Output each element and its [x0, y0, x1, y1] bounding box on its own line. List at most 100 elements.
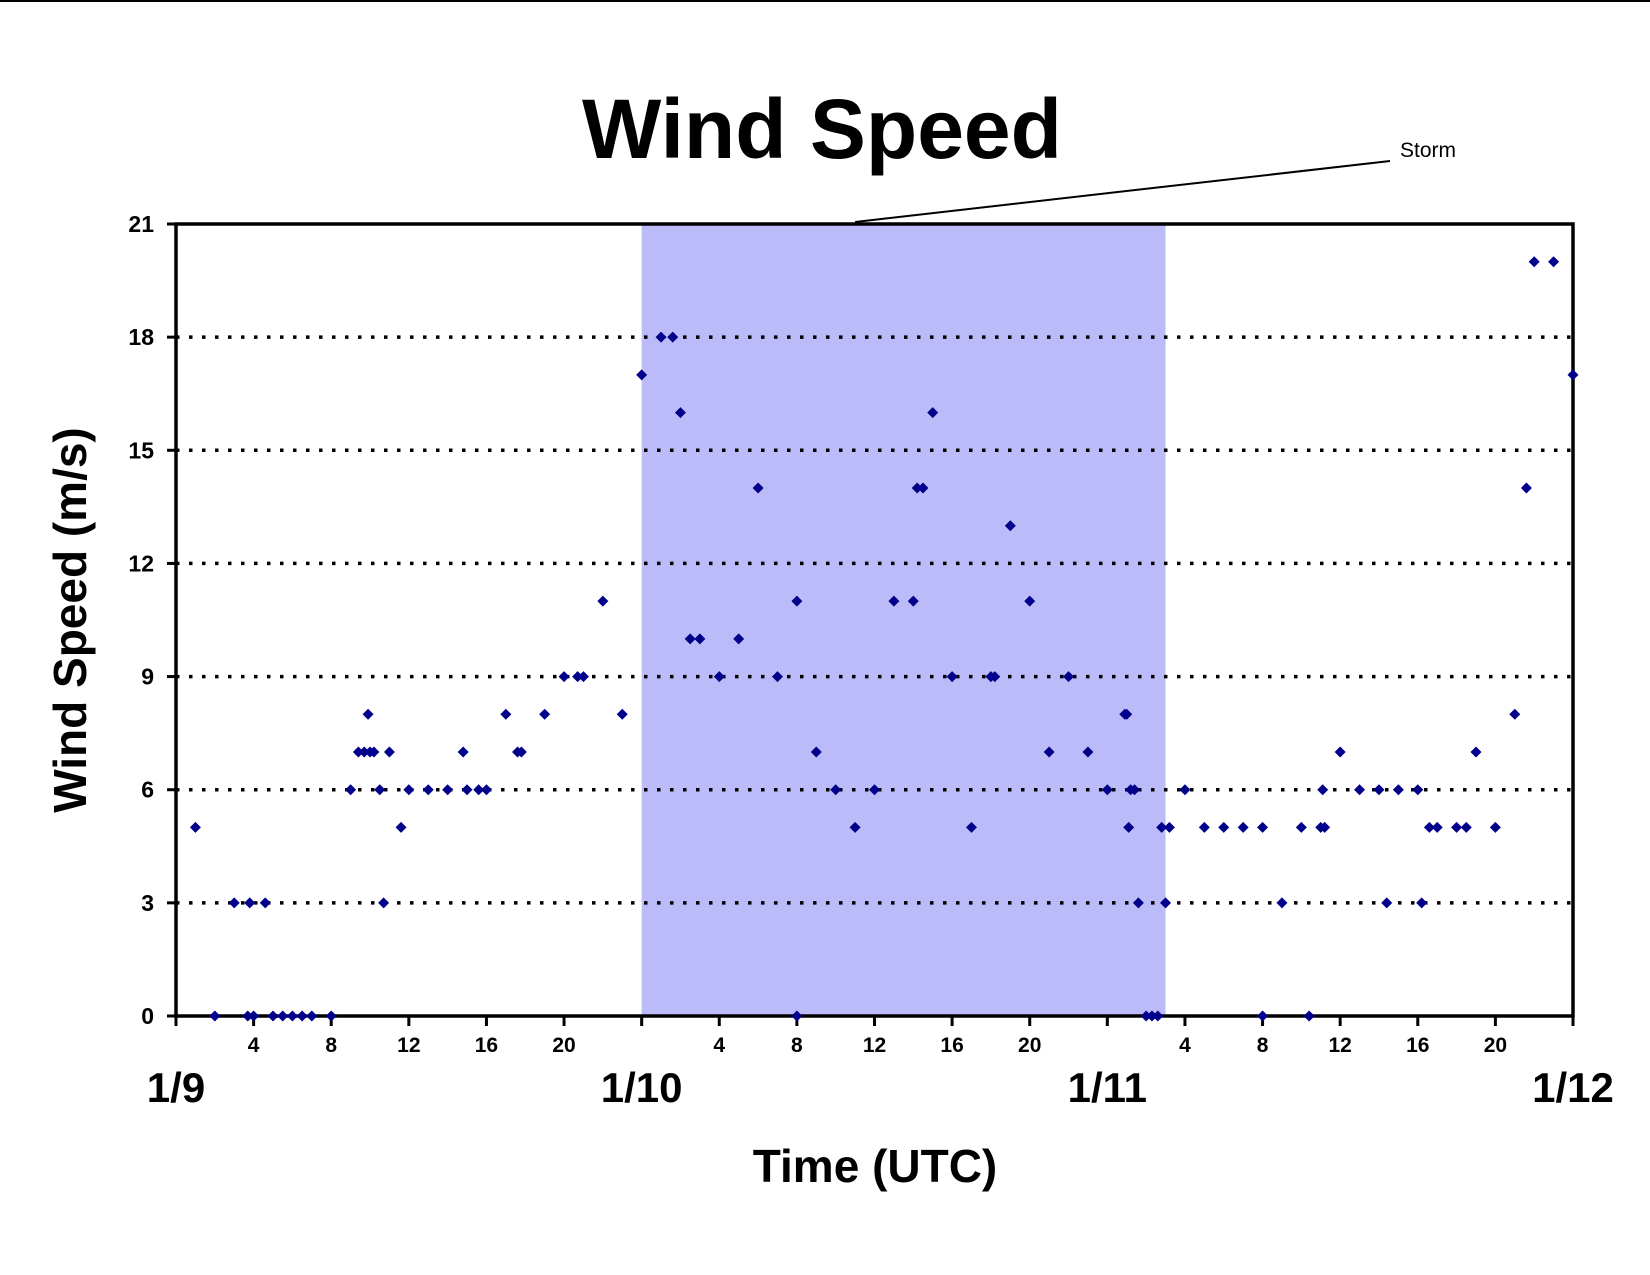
data-point — [1218, 821, 1230, 833]
data-point — [248, 1010, 260, 1022]
data-point — [1163, 821, 1175, 833]
chart-title: Wind Speed — [582, 82, 1062, 176]
data-point — [989, 671, 1001, 683]
y-tick-label: 21 — [128, 211, 154, 237]
x-tick-label: 16 — [940, 1034, 963, 1057]
data-point — [267, 1010, 279, 1022]
data-point — [911, 482, 923, 494]
y-tick-label: 0 — [141, 1003, 154, 1029]
x-axis-label: Time (UTC) — [753, 1140, 998, 1192]
data-point — [1237, 821, 1249, 833]
y-tick-label: 12 — [128, 550, 154, 576]
x-tick-label: 8 — [1257, 1034, 1269, 1057]
data-point — [277, 1010, 289, 1022]
data-point — [244, 897, 256, 909]
data-point — [1004, 520, 1016, 532]
data-point — [1276, 897, 1288, 909]
data-point — [259, 897, 271, 909]
data-point — [1082, 746, 1094, 758]
data-point — [1146, 1010, 1158, 1022]
data-point — [849, 821, 861, 833]
x-tick-label: 8 — [325, 1034, 337, 1057]
data-point — [228, 897, 240, 909]
data-point — [480, 784, 492, 796]
data-point — [1198, 821, 1210, 833]
data-point — [636, 369, 648, 381]
y-tick-label: 3 — [141, 890, 154, 916]
data-point — [1128, 784, 1140, 796]
x-tick-label: 16 — [1406, 1034, 1429, 1057]
data-point — [1160, 897, 1172, 909]
x-tick-label: 8 — [791, 1034, 803, 1057]
data-point — [209, 1010, 221, 1022]
data-point — [1063, 671, 1075, 683]
data-point — [1354, 784, 1366, 796]
x-tick-label: 12 — [1328, 1034, 1351, 1057]
date-label: 1/11 — [1068, 1064, 1147, 1111]
data-point — [1121, 708, 1133, 720]
data-point — [1412, 784, 1424, 796]
data-point — [296, 1010, 308, 1022]
data-point — [383, 746, 395, 758]
date-label: 1/9 — [147, 1064, 205, 1111]
data-point — [1257, 1010, 1269, 1022]
data-point — [1528, 256, 1540, 268]
data-point — [306, 1010, 318, 1022]
data-point — [946, 671, 958, 683]
data-point — [1319, 821, 1331, 833]
data-point — [1470, 746, 1482, 758]
data-point — [242, 1010, 254, 1022]
data-point — [1123, 821, 1135, 833]
storm-region — [641, 224, 1166, 1016]
x-tick-label: 16 — [475, 1034, 498, 1057]
data-point — [1509, 708, 1521, 720]
data-point — [558, 671, 570, 683]
data-point — [1101, 784, 1113, 796]
data-point — [791, 595, 803, 607]
data-point — [1140, 1010, 1152, 1022]
data-point — [1423, 821, 1435, 833]
data-point — [403, 784, 415, 796]
data-point — [888, 595, 900, 607]
data-point — [374, 784, 386, 796]
data-point — [1303, 1010, 1315, 1022]
data-point — [684, 633, 696, 645]
data-point — [1431, 821, 1443, 833]
data-point — [362, 708, 374, 720]
x-tick-label: 4 — [1179, 1034, 1191, 1057]
data-point — [1152, 1010, 1164, 1022]
data-point — [674, 407, 686, 419]
data-point — [1548, 256, 1560, 268]
data-point — [473, 784, 485, 796]
data-point — [1317, 784, 1329, 796]
data-point — [461, 784, 473, 796]
data-point — [927, 407, 939, 419]
data-point — [791, 1010, 803, 1022]
data-point — [733, 633, 745, 645]
data-point — [1156, 821, 1168, 833]
data-point — [907, 595, 919, 607]
storm-callout-line — [854, 160, 1391, 223]
x-tick-label: 20 — [552, 1034, 575, 1057]
data-point — [515, 746, 527, 758]
data-point — [713, 671, 725, 683]
data-point — [1416, 897, 1428, 909]
data-point — [1257, 821, 1269, 833]
data-point — [597, 595, 609, 607]
y-tick-label: 9 — [141, 664, 154, 690]
data-point — [1373, 784, 1385, 796]
data-point — [368, 746, 380, 758]
data-point — [352, 746, 364, 758]
date-label: 1/12 — [1532, 1064, 1614, 1111]
data-point — [1451, 821, 1463, 833]
y-tick-label: 6 — [141, 777, 154, 803]
data-point — [1392, 784, 1404, 796]
data-point — [694, 633, 706, 645]
data-point — [1179, 784, 1191, 796]
data-point — [830, 784, 842, 796]
data-point — [1567, 369, 1579, 381]
data-point — [345, 784, 357, 796]
data-point — [869, 784, 880, 796]
data-point — [667, 331, 679, 343]
